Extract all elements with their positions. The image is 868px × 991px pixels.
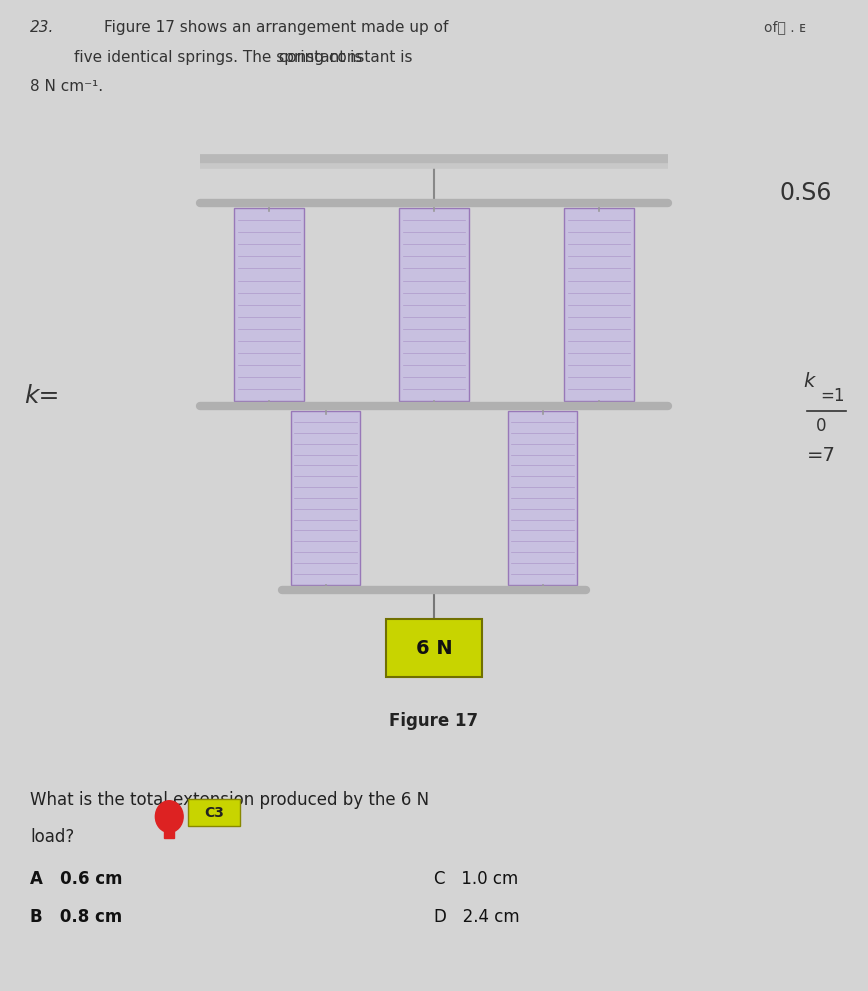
Bar <box>188 799 240 826</box>
Bar <box>399 208 469 401</box>
Bar <box>234 208 304 401</box>
Bar <box>508 411 577 585</box>
Circle shape <box>155 801 183 832</box>
Text: constant is: constant is <box>74 50 362 64</box>
Text: What is the total extension produced by the 6 N: What is the total extension produced by … <box>30 791 430 809</box>
Text: 0: 0 <box>816 417 826 435</box>
Text: =7: =7 <box>807 446 836 466</box>
Text: 0.S6: 0.S6 <box>779 181 832 205</box>
Text: A   0.6 cm: A 0.6 cm <box>30 870 123 888</box>
Text: k=: k= <box>24 385 60 408</box>
Bar <box>291 411 360 585</box>
Text: k: k <box>803 372 814 391</box>
Bar <box>564 208 634 401</box>
Text: B   0.8 cm: B 0.8 cm <box>30 908 122 926</box>
Bar <box>386 619 482 677</box>
Text: Figure 17 shows an arrangement made up of: Figure 17 shows an arrangement made up o… <box>104 20 449 35</box>
Text: C   1.0 cm: C 1.0 cm <box>434 870 518 888</box>
Text: 23.: 23. <box>30 20 55 35</box>
Text: C3: C3 <box>205 806 224 820</box>
Text: five identical springs. The spring constant is: five identical springs. The spring const… <box>74 50 412 64</box>
Text: load?: load? <box>30 828 75 846</box>
Text: 8 N cm⁻¹.: 8 N cm⁻¹. <box>30 79 103 94</box>
Text: 6 N: 6 N <box>416 638 452 658</box>
Text: Figure 17: Figure 17 <box>390 713 478 730</box>
Text: D   2.4 cm: D 2.4 cm <box>434 908 520 926</box>
Text: ofⓄ . ᴇ: ofⓄ . ᴇ <box>764 20 806 34</box>
Bar <box>164 823 174 838</box>
Text: =1: =1 <box>820 387 845 405</box>
